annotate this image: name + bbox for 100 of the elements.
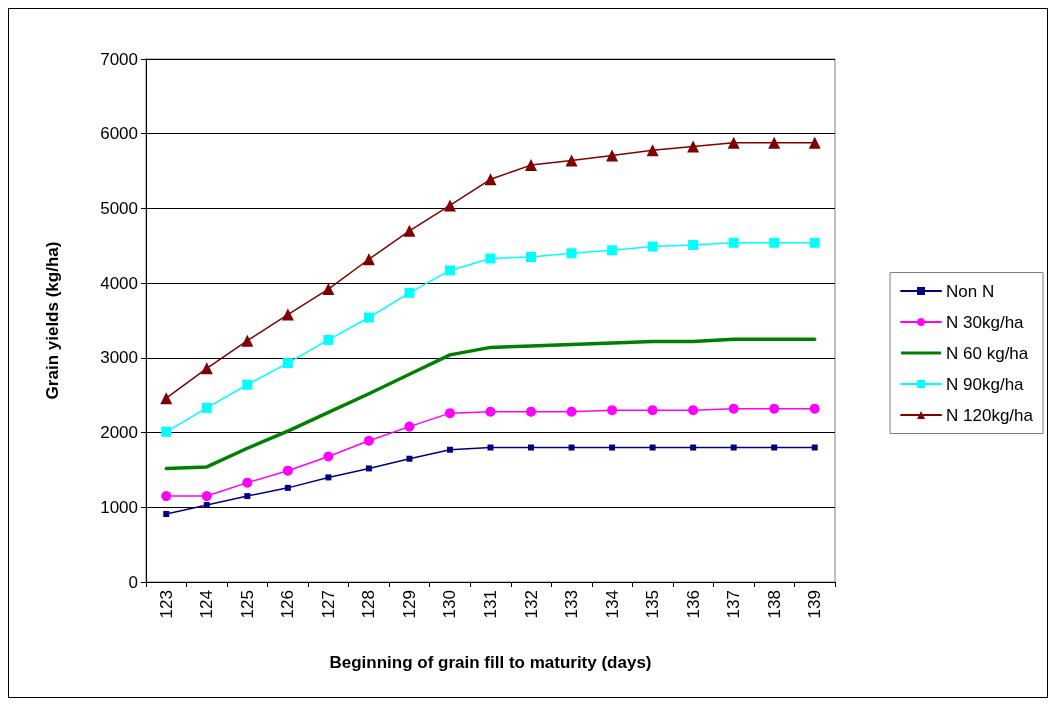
- point: [404, 287, 415, 298]
- point: [688, 240, 699, 251]
- point: [242, 379, 253, 390]
- point: [323, 334, 334, 345]
- point: [161, 491, 172, 502]
- point: [565, 154, 578, 167]
- x-tick-label: 137: [724, 590, 744, 619]
- x-tick-label: 127: [318, 590, 338, 619]
- point: [771, 444, 778, 451]
- point: [485, 253, 496, 264]
- point: [241, 334, 254, 347]
- point: [607, 245, 618, 256]
- x-tick-label: 129: [399, 590, 419, 619]
- x-tick-label: 138: [764, 590, 784, 619]
- point: [403, 224, 416, 237]
- x-tick-label: 126: [278, 590, 298, 619]
- x-tick-label: 125: [237, 590, 257, 619]
- point: [282, 465, 293, 476]
- y-tick-label: 4000: [100, 273, 138, 293]
- point: [647, 241, 658, 252]
- point: [808, 136, 821, 149]
- y-tick-label: 3000: [100, 348, 138, 368]
- point: [727, 136, 740, 149]
- point: [809, 403, 820, 414]
- point: [201, 402, 212, 413]
- x-tick-label: 134: [602, 590, 622, 619]
- x-tick-label: 128: [359, 590, 379, 619]
- point: [526, 251, 537, 262]
- point: [282, 358, 293, 369]
- point: [649, 444, 656, 451]
- x-tick-label: 135: [643, 590, 663, 619]
- x-tick-label: 139: [805, 590, 825, 619]
- point: [444, 408, 455, 419]
- point: [607, 405, 618, 416]
- point: [200, 362, 213, 375]
- legend-label: Non N: [946, 281, 995, 301]
- y-tick-label: 5000: [100, 198, 138, 218]
- y-axis-title: Grain yields (kg/ha): [43, 241, 62, 400]
- y-tick-label: 6000: [100, 124, 138, 144]
- point: [203, 502, 210, 509]
- legend-label: N 90kg/ha: [946, 374, 1025, 394]
- point: [609, 444, 616, 451]
- point: [446, 446, 453, 453]
- y-tick-label: 2000: [100, 423, 138, 443]
- point: [242, 477, 253, 488]
- point: [606, 149, 619, 162]
- point: [443, 199, 456, 212]
- point: [444, 265, 455, 276]
- point: [768, 136, 781, 149]
- point: [244, 493, 251, 500]
- point: [363, 435, 374, 446]
- point: [281, 308, 294, 321]
- x-tick-label: 132: [521, 590, 541, 619]
- x-axis-title: Beginning of grain fill to maturity (days): [329, 653, 652, 672]
- point: [568, 444, 575, 451]
- point: [284, 484, 291, 491]
- point: [406, 455, 413, 462]
- point: [404, 421, 415, 432]
- point: [687, 140, 700, 153]
- point: [365, 465, 372, 472]
- point: [525, 159, 538, 172]
- point: [769, 237, 780, 248]
- point: [201, 491, 212, 502]
- point: [323, 451, 334, 462]
- point: [322, 283, 335, 296]
- x-tick-label: 131: [481, 590, 500, 619]
- point: [484, 173, 497, 186]
- point: [487, 444, 494, 451]
- legend-label: N 30kg/ha: [946, 312, 1025, 332]
- legend-label: N 60 kg/ha: [946, 343, 1029, 363]
- point: [730, 444, 737, 451]
- point: [688, 405, 699, 416]
- point: [646, 144, 659, 157]
- point: [566, 248, 577, 259]
- legend-label: N 120kg/ha: [946, 405, 1034, 425]
- point: [325, 474, 332, 481]
- point: [163, 511, 170, 518]
- point: [690, 444, 697, 451]
- point: [728, 237, 739, 248]
- point: [647, 405, 658, 416]
- point: [809, 237, 820, 248]
- point: [161, 426, 172, 437]
- line-series: [164, 337, 817, 471]
- x-tick-label: 136: [683, 590, 703, 619]
- y-tick-label: 7000: [100, 49, 138, 69]
- y-tick-label: 1000: [100, 497, 138, 517]
- point: [811, 444, 818, 451]
- point: [526, 406, 537, 417]
- point: [769, 403, 780, 414]
- x-tick-label: 133: [562, 590, 582, 619]
- point: [528, 444, 535, 451]
- x-tick-label: 124: [197, 590, 217, 619]
- x-tick-label: 123: [156, 590, 176, 619]
- point: [160, 392, 173, 405]
- point: [728, 403, 739, 414]
- x-tick-label: 130: [440, 590, 460, 619]
- point: [566, 406, 577, 417]
- point: [362, 253, 375, 266]
- point: [363, 312, 374, 323]
- point: [485, 406, 496, 417]
